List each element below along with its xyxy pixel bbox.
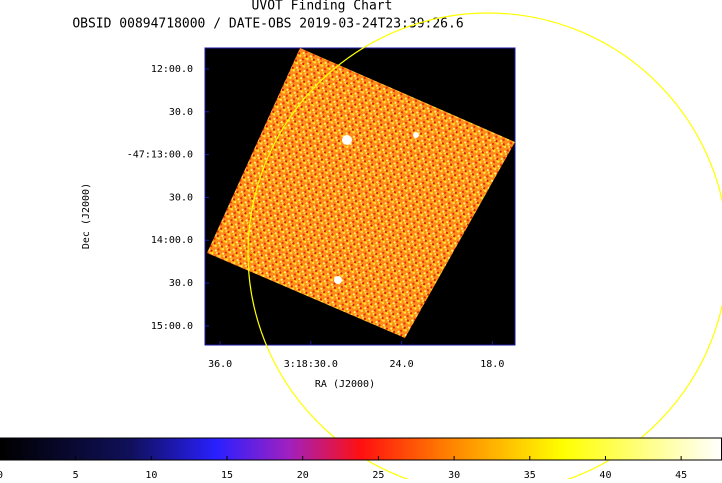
source [413,132,419,138]
x-axis-label: RA (J2000) [315,379,375,390]
y-tick-label: 12:00.0 [151,64,193,75]
y-tick-label: -47:13:00.0 [127,150,193,161]
y-tick-label: 15:00.0 [151,321,193,332]
x-tick-label: 36.0 [208,359,232,370]
y-axis-label: Dec (J2000) [81,183,92,249]
source [334,276,342,284]
colorbar-tick-label: 35 [524,470,536,479]
colorbar-tick-label: 40 [599,470,611,479]
colorbar-tick-label: 20 [297,470,309,479]
colorbar-tick-label: 5 [73,470,79,479]
colorbar-tick-label: 25 [372,470,384,479]
x-tick-label: 18.0 [480,359,504,370]
y-tick-label: 30.0 [169,278,193,289]
sky-image [207,48,515,338]
y-tick-label: 14:00.0 [151,235,193,246]
x-tick-label: 24.0 [390,359,414,370]
colorbar-tick-label: 15 [221,470,233,479]
fov-circle [247,12,722,483]
y-tick-label: 30.0 [169,192,193,203]
source [342,135,352,145]
x-tick-label: 3:18:30.0 [284,359,338,370]
chart-title: UVOT Finding Chart [252,0,393,14]
colorbar-tick-label: 45 [675,470,687,479]
colorbar-tick-label: 30 [448,470,460,479]
colorbar-tick-label: 0 [0,470,3,479]
colorbar [0,437,722,461]
y-tick-label: 30.0 [169,107,193,118]
colorbar-tick-label: 10 [145,470,157,479]
subtitle: OBSID 00894718000 / DATE-OBS 2019-03-24T… [72,17,463,32]
